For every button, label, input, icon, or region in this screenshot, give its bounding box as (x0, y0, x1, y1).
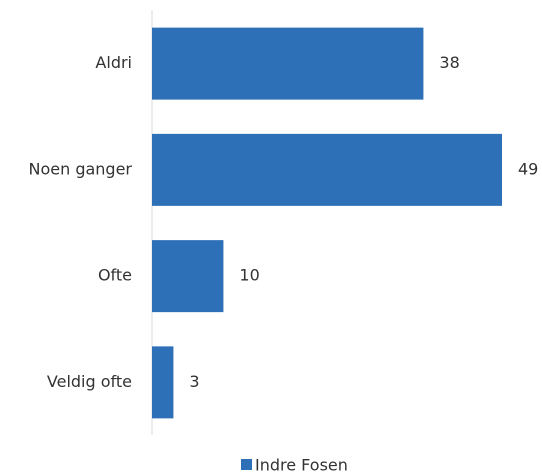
y-tick-label: Aldri (95, 53, 132, 72)
y-tick-label: Veldig ofte (47, 372, 132, 391)
y-tick-label: Ofte (98, 266, 132, 285)
legend-swatch (241, 459, 252, 470)
bar (152, 240, 224, 313)
bar (152, 27, 424, 100)
bar (152, 346, 174, 419)
y-tick-label: Noen ganger (28, 159, 132, 178)
data-label: 38 (439, 53, 459, 72)
data-label: 3 (189, 372, 199, 391)
legend-label: Indre Fosen (255, 456, 348, 472)
data-label: 10 (239, 266, 259, 285)
bar (152, 133, 502, 206)
data-label: 49 (518, 159, 538, 178)
